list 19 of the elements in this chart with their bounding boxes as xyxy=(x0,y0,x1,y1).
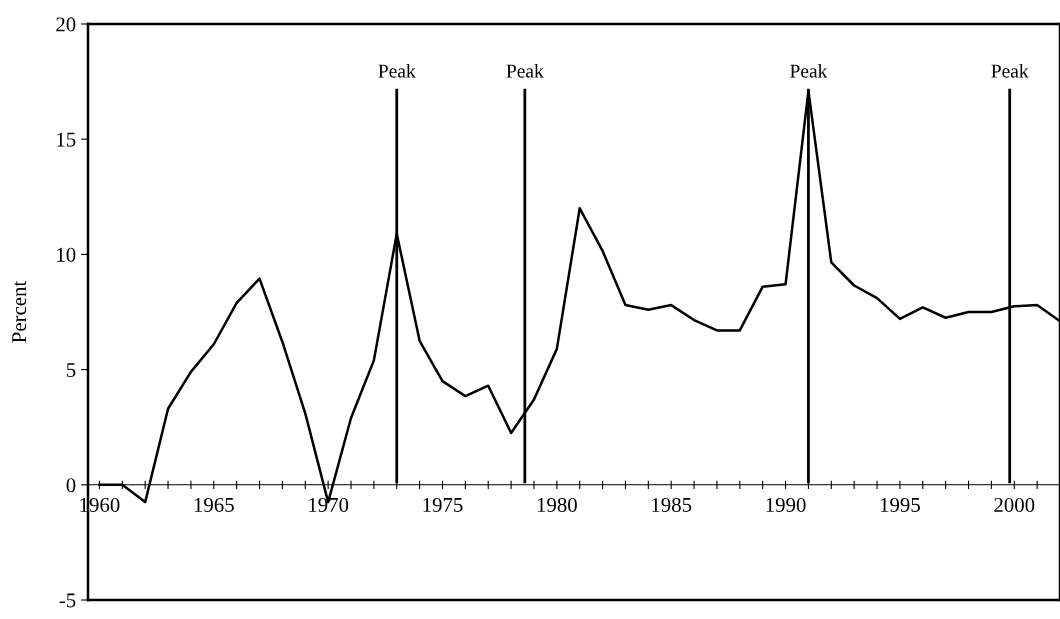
x-tick-label: 2000 xyxy=(994,497,1035,512)
y-tick-label: 0 xyxy=(66,478,76,493)
ref-line-label: Peak xyxy=(378,63,416,78)
y-tick-label: 5 xyxy=(66,363,76,378)
y-tick-label: 10 xyxy=(57,247,76,262)
y-tick-label: -5 xyxy=(59,593,76,608)
x-tick-label: 1985 xyxy=(652,497,692,512)
ref-line-label: Peak xyxy=(506,63,544,78)
x-tick-label: 1990 xyxy=(766,497,806,512)
x-tick-label: 1970 xyxy=(309,497,349,512)
y-tick-label: 15 xyxy=(57,132,76,147)
ref-line-label: Peak xyxy=(991,63,1029,78)
x-tick-label: 1980 xyxy=(537,497,577,512)
x-tick-label: 1965 xyxy=(194,497,234,512)
x-tick-label: 1995 xyxy=(880,497,920,512)
y-axis-title: Percent xyxy=(12,280,27,343)
ref-line-label: Peak xyxy=(790,63,828,78)
y-tick-label: 20 xyxy=(56,17,76,32)
x-tick-label: 1975 xyxy=(423,497,463,512)
